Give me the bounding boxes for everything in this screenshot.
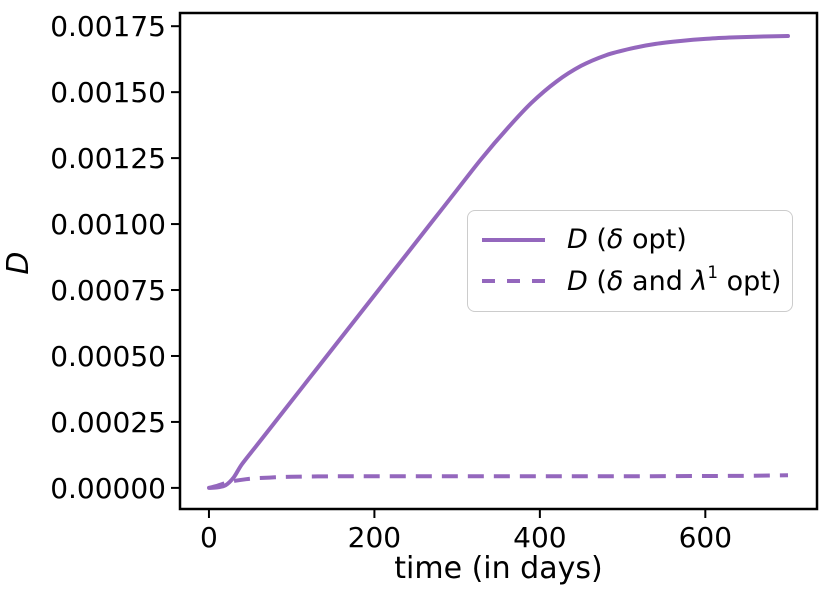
legend-text: δ: [606, 266, 624, 298]
y-tick-label: 0.00025: [50, 406, 166, 439]
y-tick-label: 0.00075: [50, 274, 166, 307]
legend-text: opt): [718, 266, 782, 298]
legend: D (δ opt) D (δ and λ1 opt): [467, 210, 793, 312]
legend-text: opt): [623, 224, 687, 256]
legend-dashed-line-sample: [482, 278, 545, 283]
legend-item-dashed: D (δ and λ1 opt): [482, 261, 782, 298]
x-tick-label: 200: [348, 521, 401, 554]
legend-label-dashed: D (δ and λ1 opt): [567, 261, 782, 298]
legend-text: λ: [691, 266, 708, 298]
x-tick-label: 0: [200, 521, 218, 554]
series-solid-line: [207, 34, 790, 490]
series-dashed-line: [208, 473, 789, 490]
y-tick-label: 0.00175: [50, 10, 166, 43]
legend-text: and: [623, 266, 692, 298]
legend-text: δ: [606, 224, 624, 256]
legend-text: D: [567, 266, 588, 298]
legend-text: (: [587, 266, 607, 298]
y-tick-label: 0.00000: [50, 472, 166, 505]
legend-solid-line-sample: [482, 238, 545, 243]
legend-text-superscript: 1: [707, 261, 719, 282]
legend-item-solid: D (δ opt): [482, 225, 778, 255]
axes-spines: [178, 11, 819, 511]
legend-label-solid: D (δ opt): [567, 225, 687, 255]
x-tick-label: 600: [679, 521, 732, 554]
legend-text: (: [587, 224, 607, 256]
x-axis-label: time (in days): [394, 551, 603, 586]
y-tick-label: 0.00150: [50, 76, 166, 109]
y-axis-label: D: [0, 251, 36, 275]
y-tick-label: 0.00100: [50, 208, 166, 241]
y-tick-label: 0.00050: [50, 340, 166, 373]
y-tick-label: 0.00125: [50, 142, 166, 175]
x-tick-label: 400: [513, 521, 566, 554]
legend-text: D: [567, 224, 588, 256]
